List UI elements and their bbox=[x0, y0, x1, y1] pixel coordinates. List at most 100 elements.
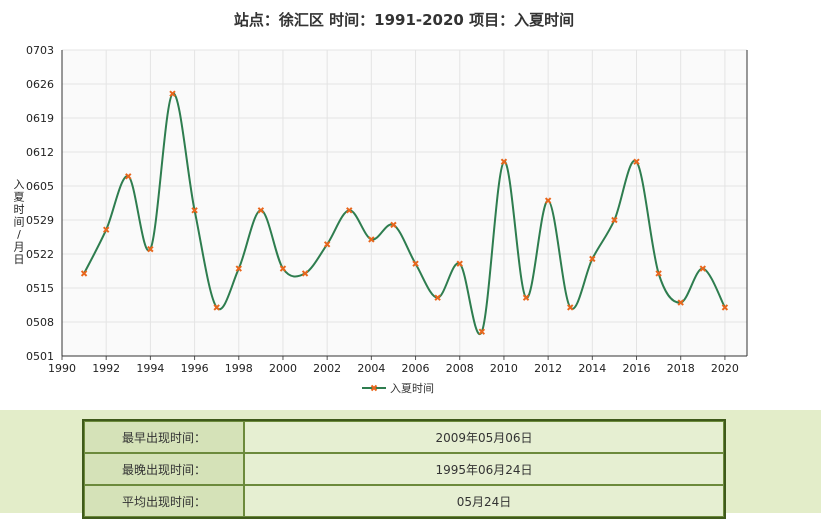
data-point-stroke bbox=[323, 241, 331, 248]
data-point bbox=[611, 216, 618, 224]
data-point-stroke bbox=[235, 265, 242, 272]
data-point-stroke bbox=[544, 197, 552, 204]
data-point-stroke bbox=[655, 270, 662, 277]
data-point bbox=[412, 260, 419, 267]
data-point bbox=[102, 226, 110, 233]
table-row: 最早出现时间： 2009年05月06日 bbox=[84, 421, 724, 453]
stats-panel: 最早出现时间： 2009年05月06日 最晚出现时间： 1995年06月24日 … bbox=[0, 410, 821, 519]
data-point bbox=[125, 173, 132, 180]
y-axis-label-char: 时 bbox=[14, 203, 25, 216]
x-tick-label: 2020 bbox=[711, 362, 739, 375]
data-point bbox=[500, 158, 508, 165]
x-tick-label: 1992 bbox=[92, 362, 120, 375]
data-point-stroke bbox=[191, 207, 198, 214]
x-tick-label: 1994 bbox=[136, 362, 164, 375]
data-point bbox=[699, 265, 707, 272]
data-point-stroke bbox=[368, 236, 375, 243]
line-chart: 站点：徐汇区 时间：1991-2020 项目：入夏时间 0703 0626 0619 0… bbox=[14, 11, 748, 395]
data-point bbox=[213, 304, 220, 311]
y-axis-label-char: 月 bbox=[14, 241, 25, 254]
legend-label: 入夏时间 bbox=[390, 382, 434, 395]
data-point bbox=[323, 241, 331, 248]
legend-marker bbox=[370, 384, 378, 392]
x-tick-label: 2014 bbox=[578, 362, 606, 375]
x-tick-label: 2012 bbox=[534, 362, 562, 375]
data-point bbox=[633, 158, 640, 165]
chart-area: 站点：徐汇区 时间：1991-2020 项目：入夏时间 0703 0626 0619 0… bbox=[13, 11, 748, 395]
data-point bbox=[279, 265, 287, 272]
y-tick-label: 0515 bbox=[26, 282, 54, 295]
data-point bbox=[390, 221, 397, 229]
data-point bbox=[368, 236, 375, 243]
latest-value: 1995年06月24日 bbox=[244, 453, 724, 485]
earliest-label: 最早出现时间： bbox=[84, 421, 244, 453]
y-tick-label: 0612 bbox=[26, 146, 54, 159]
x-tick-label: 2006 bbox=[402, 362, 430, 375]
data-point-stroke bbox=[500, 158, 508, 165]
data-point bbox=[235, 265, 242, 272]
x-tick-label: 2008 bbox=[446, 362, 474, 375]
x-tick-label: 2016 bbox=[623, 362, 651, 375]
data-point-stroke bbox=[522, 294, 530, 301]
earliest-value: 2009年05月06日 bbox=[244, 421, 724, 453]
data-point bbox=[346, 207, 353, 214]
data-point-stroke bbox=[102, 226, 110, 233]
y-tick-label: 0605 bbox=[26, 180, 54, 193]
data-point-stroke bbox=[633, 158, 640, 165]
data-point bbox=[191, 207, 198, 214]
data-point-stroke bbox=[699, 265, 707, 272]
chart-title: 站点：徐汇区 时间：1991-2020 项目：入夏时间 bbox=[234, 11, 574, 29]
average-value: 05月24日 bbox=[244, 485, 724, 517]
x-tick-label: 2010 bbox=[490, 362, 518, 375]
y-tick-label: 0522 bbox=[26, 248, 54, 261]
data-point-stroke bbox=[434, 294, 441, 301]
y-axis-label-char: 间 bbox=[14, 216, 25, 229]
data-point bbox=[721, 304, 729, 311]
data-point-stroke bbox=[346, 207, 353, 214]
x-tick-label: 2002 bbox=[313, 362, 341, 375]
data-point bbox=[567, 304, 574, 311]
table-row: 平均出现时间： 05月24日 bbox=[84, 485, 724, 517]
y-axis-label-char: 入 bbox=[14, 178, 25, 191]
latest-label: 最晚出现时间： bbox=[84, 453, 244, 485]
data-point bbox=[257, 207, 265, 214]
y-axis-label-char: 夏 bbox=[14, 191, 25, 204]
table-row: 最晚出现时间： 1995年06月24日 bbox=[84, 453, 724, 485]
data-point-stroke bbox=[213, 304, 220, 311]
data-point bbox=[80, 270, 88, 277]
data-point-stroke bbox=[257, 207, 265, 214]
x-tick-label: 1998 bbox=[225, 362, 253, 375]
data-point bbox=[589, 255, 596, 263]
data-point-stroke bbox=[721, 304, 729, 311]
data-point bbox=[147, 245, 154, 253]
average-label: 平均出现时间： bbox=[84, 485, 244, 517]
y-axis-label-char: 日 bbox=[14, 253, 25, 266]
data-point bbox=[522, 294, 530, 301]
x-tick-label: 2004 bbox=[357, 362, 385, 375]
y-axis-label-char: / bbox=[17, 228, 21, 241]
y-axis-label: 入夏时间/月日 bbox=[14, 178, 25, 266]
data-point-stroke bbox=[589, 255, 596, 263]
data-point-stroke bbox=[80, 270, 88, 277]
y-tick-label: 0508 bbox=[26, 316, 54, 329]
data-point-stroke bbox=[456, 260, 463, 267]
data-point bbox=[677, 299, 684, 306]
data-point-stroke bbox=[147, 245, 154, 253]
data-point bbox=[434, 294, 441, 301]
data-point-stroke bbox=[611, 216, 618, 224]
data-point-stroke bbox=[412, 260, 419, 267]
plot-background bbox=[62, 50, 747, 356]
data-point-stroke bbox=[169, 90, 176, 97]
data-point bbox=[169, 90, 176, 97]
x-tick-label: 2000 bbox=[269, 362, 297, 375]
stats-table: 最早出现时间： 2009年05月06日 最晚出现时间： 1995年06月24日 … bbox=[82, 419, 726, 519]
x-tick-label: 1990 bbox=[48, 362, 76, 375]
y-tick-label: 0703 bbox=[26, 44, 54, 57]
legend: 入夏时间 bbox=[362, 382, 434, 395]
y-tick-label: 0626 bbox=[26, 78, 54, 91]
data-point-stroke bbox=[390, 221, 397, 229]
y-tick-label: 0529 bbox=[26, 214, 54, 227]
data-point bbox=[478, 328, 486, 335]
y-tick-label: 0619 bbox=[26, 112, 54, 125]
x-tick-label: 1996 bbox=[181, 362, 209, 375]
